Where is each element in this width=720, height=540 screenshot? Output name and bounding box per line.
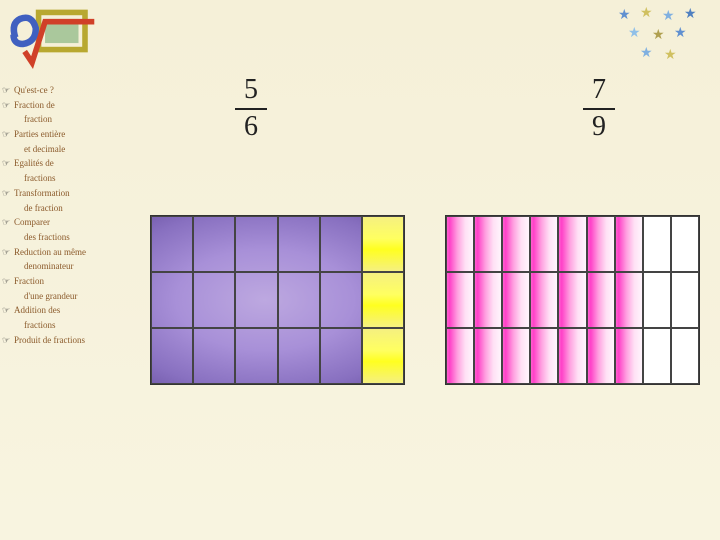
- grid-cell: [278, 272, 320, 328]
- star-icon: ★: [662, 8, 675, 25]
- sidebar-item: de fraction: [0, 203, 125, 215]
- grid-cell: [587, 328, 615, 384]
- grid-cell: [193, 272, 235, 328]
- star-icon: ★: [640, 5, 653, 22]
- star-icon: ★: [618, 7, 631, 24]
- star-icon: ★: [674, 25, 687, 42]
- grid-cell: [235, 328, 277, 384]
- grid-cell: [235, 216, 277, 272]
- grid-cell: [320, 216, 362, 272]
- fraction-grid-7-9: [445, 215, 700, 385]
- grid-cell: [362, 272, 404, 328]
- grid-cell: [587, 216, 615, 272]
- grid-cell: [474, 272, 502, 328]
- star-icon: ★: [628, 25, 641, 42]
- grid-cell: [446, 216, 474, 272]
- sidebar-item[interactable]: Fraction de: [0, 100, 125, 112]
- grid-cell: [502, 216, 530, 272]
- sidebar-item[interactable]: Produit de fractions: [0, 335, 125, 347]
- math-logo: [5, 5, 100, 70]
- stars-decoration: ★ ★ ★ ★ ★ ★ ★ ★ ★: [610, 5, 710, 65]
- star-icon: ★: [652, 27, 665, 44]
- fraction-left: 5 6: [235, 75, 267, 143]
- fractions-row: 5 6 7 9: [150, 75, 700, 143]
- fraction-right: 7 9: [583, 75, 615, 143]
- grid-cell: [558, 216, 586, 272]
- grid-cell: [671, 328, 699, 384]
- sidebar-item[interactable]: Reduction au même: [0, 247, 125, 259]
- grid-cell: [643, 216, 671, 272]
- grid-cell: [530, 272, 558, 328]
- sidebar-item[interactable]: Transformation: [0, 188, 125, 200]
- grid-cell: [502, 272, 530, 328]
- grid-cell: [615, 216, 643, 272]
- sidebar-item: fractions: [0, 320, 125, 332]
- grid-cell: [530, 328, 558, 384]
- sidebar-item[interactable]: Parties entière: [0, 129, 125, 141]
- grid-cell: [474, 216, 502, 272]
- sidebar-item[interactable]: Qu'est-ce ?: [0, 85, 125, 97]
- star-icon: ★: [664, 47, 677, 64]
- grid-cell: [474, 328, 502, 384]
- sidebar-nav: Qu'est-ce ? Fraction de fraction Parties en…: [0, 85, 125, 349]
- grid-cell: [643, 328, 671, 384]
- grid-cell: [362, 216, 404, 272]
- grid-cell: [587, 272, 615, 328]
- denominator: 9: [583, 112, 615, 143]
- grid-cell: [530, 216, 558, 272]
- grid-cell: [643, 272, 671, 328]
- grid-cell: [320, 328, 362, 384]
- grid-cell: [558, 272, 586, 328]
- grid-cell: [446, 328, 474, 384]
- grid-cell: [193, 216, 235, 272]
- grid-cell: [278, 216, 320, 272]
- grid-cell: [615, 328, 643, 384]
- grid-cell: [278, 328, 320, 384]
- numerator: 5: [235, 75, 267, 106]
- grids-row: [150, 215, 700, 385]
- star-icon: ★: [640, 45, 653, 62]
- fraction-bar: [235, 108, 267, 110]
- grid-cell: [446, 272, 474, 328]
- fraction-bar: [583, 108, 615, 110]
- denominator: 6: [235, 112, 267, 143]
- grid-cell: [193, 328, 235, 384]
- grid-cell: [235, 272, 277, 328]
- grid-cell: [362, 328, 404, 384]
- grid-cell: [151, 216, 193, 272]
- grid-cell: [320, 272, 362, 328]
- sidebar-item[interactable]: Addition des: [0, 305, 125, 317]
- sidebar-item: fraction: [0, 114, 125, 126]
- sidebar-item: et decimale: [0, 144, 125, 156]
- fraction-grid-5-6: [150, 215, 405, 385]
- grid-cell: [151, 328, 193, 384]
- grid-cell: [671, 216, 699, 272]
- sidebar-item: d'une grandeur: [0, 291, 125, 303]
- sidebar-item: denominateur: [0, 261, 125, 273]
- grid-cell: [151, 272, 193, 328]
- sidebar-item[interactable]: Egalités de: [0, 158, 125, 170]
- grid-cell: [558, 328, 586, 384]
- sidebar-item: des fractions: [0, 232, 125, 244]
- sidebar-item[interactable]: Fraction: [0, 276, 125, 288]
- sidebar-item[interactable]: Comparer: [0, 217, 125, 229]
- numerator: 7: [583, 75, 615, 106]
- star-icon: ★: [684, 6, 697, 23]
- sidebar-item: fractions: [0, 173, 125, 185]
- grid-cell: [615, 272, 643, 328]
- grid-cell: [502, 328, 530, 384]
- grid-cell: [671, 272, 699, 328]
